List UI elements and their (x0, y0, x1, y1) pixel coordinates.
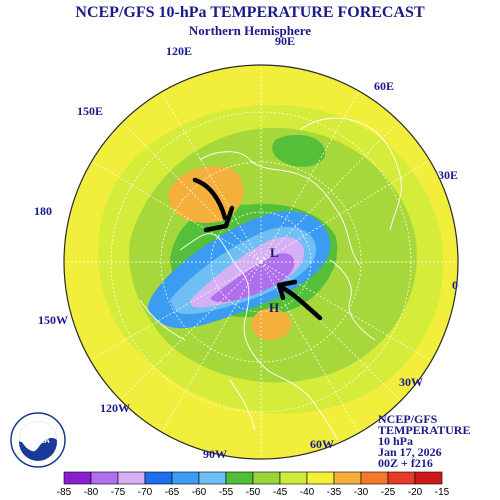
colorbar-swatch (144, 471, 173, 485)
colorbar-swatch (414, 471, 443, 485)
colorbar-tick-label: -60 (191, 487, 207, 498)
info-forecast-hour: 00Z + f216 (378, 456, 433, 470)
lon-label-60e: 60E (374, 79, 395, 93)
info-variable: TEMPERATURE (378, 423, 471, 437)
colorbar-tick-label: -50 (245, 487, 261, 498)
colorbar-swatch (90, 471, 119, 485)
forecast-info: NCEP/GFS TEMPERATURE 10 hPa Jan 17, 2026… (378, 412, 471, 470)
lon-label-90e: 90E (275, 34, 296, 48)
noaa-logo-text: NOAA (26, 436, 50, 445)
lon-label-180: 180 (34, 204, 52, 218)
lon-label-0: 0 (452, 278, 458, 292)
temperature-colorbar (63, 471, 443, 485)
colorbar-swatch (198, 471, 227, 485)
info-level: 10 hPa (378, 434, 414, 448)
colorbar-tick-label: -15 (434, 487, 450, 498)
colorbar-tick-label: -75 (110, 487, 126, 498)
colorbar-swatch (171, 471, 200, 485)
globe-outline (63, 64, 459, 460)
low-marker: L (270, 245, 279, 260)
colorbar-tick-label: -35 (326, 487, 342, 498)
colorbar-tick-label: -25 (380, 487, 396, 498)
colorbar-swatch (117, 471, 146, 485)
colorbar-swatch (333, 471, 362, 485)
lon-label-30w: 30W (399, 375, 423, 389)
info-date: Jan 17, 2026 (378, 445, 442, 459)
colorbar-swatch (360, 471, 389, 485)
noaa-logo: NOAA (10, 412, 66, 468)
colorbar-swatch (225, 471, 254, 485)
lon-label-90w: 90W (203, 447, 227, 461)
colorbar-swatch (387, 471, 416, 485)
lon-label-120w: 120W (100, 401, 130, 415)
colorbar-tick-label: -65 (164, 487, 180, 498)
lon-label-120e: 120E (166, 44, 193, 58)
colorbar-tick-label: -40 (299, 487, 315, 498)
temp-region-warm-atlantic (251, 308, 292, 340)
lon-label-150e: 150E (77, 104, 104, 118)
colorbar-swatch (252, 471, 281, 485)
colorbar-tick-label: -80 (83, 487, 99, 498)
map-title: NCEP/GFS 10-hPa TEMPERATURE FORECAST (75, 4, 425, 21)
annotation-arrowhead-lower (276, 279, 298, 301)
colorbar-tick-label: -30 (353, 487, 369, 498)
colorbar-tick-label: -45 (272, 487, 288, 498)
annotation-arrowhead-upper (203, 205, 235, 233)
lon-label-150w: 150W (38, 313, 68, 327)
high-marker: H (269, 300, 279, 315)
annotation-arrow-upper (192, 177, 228, 221)
colorbar-tick-label: -20 (407, 487, 423, 498)
colorbar-swatch (63, 471, 92, 485)
colorbar-tick-label: -55 (218, 487, 234, 498)
colorbar-swatch (306, 471, 335, 485)
temp-region-green-patch (272, 134, 326, 167)
map-subtitle: Northern Hemisphere (188, 23, 312, 38)
colorbar-tick-label: -85 (56, 487, 72, 498)
lon-label-30e: 30E (438, 168, 459, 182)
colorbar-tick-label: -70 (137, 487, 153, 498)
annotation-arrow-lower (280, 285, 323, 321)
colorbar-swatch (279, 471, 308, 485)
coastlines (139, 117, 402, 441)
info-model: NCEP/GFS (378, 412, 438, 426)
lon-label-60w: 60W (310, 437, 334, 451)
